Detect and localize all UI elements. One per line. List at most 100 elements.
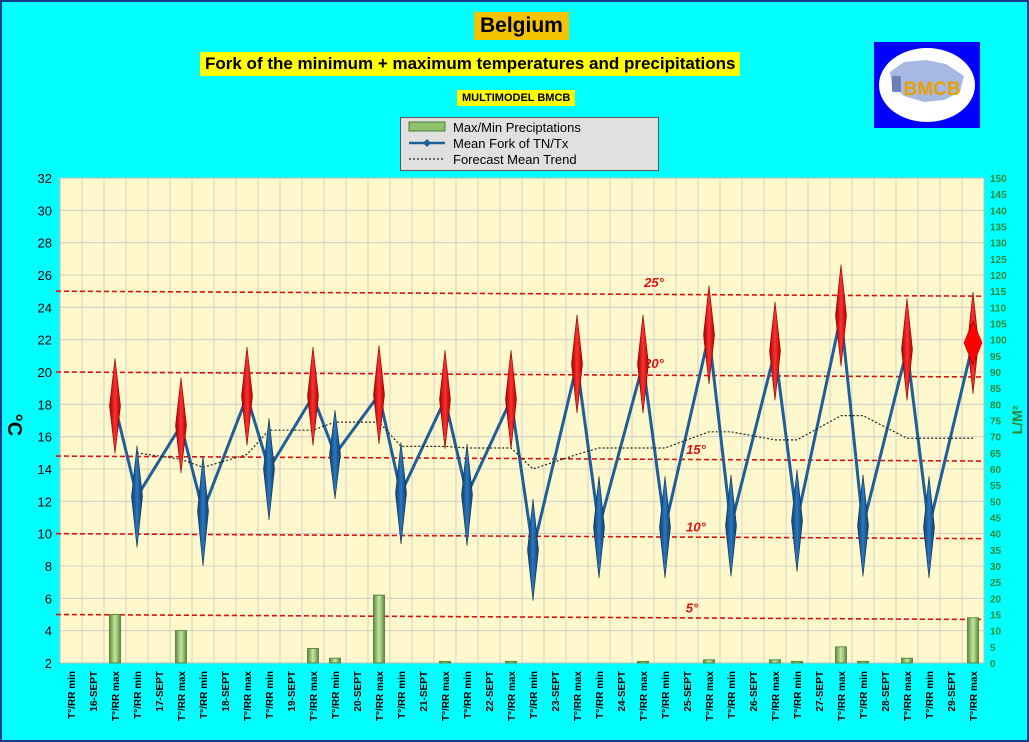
y-tick-label: 30 bbox=[38, 203, 52, 218]
y2-tick-label: 10 bbox=[990, 627, 1002, 638]
x-tick-label: 23-SEPT bbox=[551, 671, 562, 712]
x-tick-label: T°/RR max bbox=[639, 671, 650, 722]
precip-bar bbox=[703, 659, 715, 664]
threshold-line bbox=[55, 532, 985, 540]
precip-bar bbox=[967, 617, 979, 664]
y-tick-label: 20 bbox=[38, 365, 52, 380]
threshold-label: 15° bbox=[686, 442, 706, 457]
legend-label: Max/Min Preciptations bbox=[453, 119, 581, 135]
max-temp-marker bbox=[901, 298, 913, 401]
y2-tick-label: 45 bbox=[990, 514, 1002, 525]
max-temp-marker bbox=[571, 314, 583, 414]
y2-tick-label: 145 bbox=[990, 190, 1007, 201]
x-tick-label: 19-SEPT bbox=[287, 671, 298, 712]
max-temp-marker bbox=[373, 345, 385, 444]
y2-tick-label: 60 bbox=[990, 465, 1002, 476]
y-axis-label: °C bbox=[3, 414, 25, 436]
precip-bar bbox=[307, 648, 319, 664]
y2-tick-label: 20 bbox=[990, 594, 1002, 605]
y2-tick-label: 65 bbox=[990, 449, 1002, 460]
y2-tick-label: 140 bbox=[990, 206, 1007, 217]
precip-bar bbox=[791, 660, 803, 664]
y2-tick-label: 25 bbox=[990, 578, 1002, 589]
forecast-trend-line bbox=[136, 415, 973, 470]
x-tick-label: T°/RR min bbox=[727, 671, 738, 719]
y-tick-label: 10 bbox=[38, 527, 52, 542]
x-tick-label: 28-SEPT bbox=[881, 671, 892, 712]
y2-tick-label: 135 bbox=[990, 223, 1007, 234]
x-tick-label: T°/RR max bbox=[309, 671, 320, 722]
min-temp-marker bbox=[725, 474, 737, 577]
max-temp-marker bbox=[307, 346, 319, 446]
x-tick-label: T°/RR max bbox=[177, 671, 188, 722]
precip-bar bbox=[175, 630, 187, 664]
precip-bar bbox=[901, 657, 913, 664]
legend-item-precip: Max/Min Preciptations bbox=[407, 119, 581, 135]
x-tick-label: T°/RR min bbox=[133, 671, 144, 719]
precip-bar bbox=[857, 660, 869, 664]
y2-tick-label: 110 bbox=[990, 303, 1007, 314]
max-temp-marker bbox=[439, 350, 451, 449]
threshold-label: 25° bbox=[643, 275, 664, 290]
max-temp-marker bbox=[241, 346, 253, 446]
x-tick-label: T°/RR min bbox=[859, 671, 870, 719]
min-temp-marker bbox=[461, 443, 473, 546]
x-tick-label: T°/RR max bbox=[771, 671, 782, 722]
precip-bar bbox=[109, 614, 121, 664]
y2-axis-label: L/M² bbox=[1009, 405, 1025, 434]
threshold-line bbox=[55, 613, 985, 621]
max-temp-marker bbox=[637, 314, 649, 414]
max-temp-marker bbox=[835, 264, 847, 367]
y2-tick-label: 50 bbox=[990, 497, 1002, 508]
x-tick-label: T°/RR max bbox=[969, 671, 980, 722]
x-tick-label: T°/RR max bbox=[375, 671, 386, 722]
max-temp-marker bbox=[505, 350, 517, 449]
y-tick-label: 8 bbox=[45, 559, 52, 574]
precip-bar bbox=[637, 660, 649, 664]
legend-label: Mean Fork of TN/Tx bbox=[453, 135, 569, 151]
y2-tick-label: 75 bbox=[990, 417, 1002, 428]
y2-tick-label: 120 bbox=[990, 271, 1007, 282]
min-temp-marker bbox=[329, 409, 341, 499]
x-tick-label: 16-SEPT bbox=[89, 671, 100, 712]
y2-tick-label: 105 bbox=[990, 320, 1007, 331]
precip-bar bbox=[329, 657, 341, 664]
precip-bar bbox=[769, 659, 781, 664]
y2-tick-label: 55 bbox=[990, 481, 1002, 492]
min-temp-marker bbox=[857, 474, 869, 577]
bmcb-logo: BMCB bbox=[874, 42, 980, 128]
model-label: MULTIMODEL BMCB bbox=[457, 90, 576, 106]
x-tick-label: T°/RR min bbox=[793, 671, 804, 719]
y2-tick-label: 150 bbox=[990, 174, 1007, 185]
min-temp-marker bbox=[791, 469, 803, 572]
x-tick-label: 24-SEPT bbox=[617, 671, 628, 712]
y2-tick-label: 90 bbox=[990, 368, 1002, 379]
y2-tick-label: 15 bbox=[990, 611, 1002, 622]
legend-label: Forecast Mean Trend bbox=[453, 151, 577, 167]
y-tick-label: 26 bbox=[38, 268, 52, 283]
y-tick-label: 6 bbox=[45, 591, 52, 606]
max-temp-marker bbox=[769, 301, 781, 401]
y2-tick-label: 30 bbox=[990, 562, 1002, 573]
x-tick-label: T°/RR max bbox=[705, 671, 716, 722]
legend-dotted-swatch bbox=[409, 158, 445, 160]
last-max-marker bbox=[963, 320, 983, 366]
x-tick-label: 26-SEPT bbox=[749, 671, 760, 712]
x-tick-label: 21-SEPT bbox=[419, 671, 430, 712]
y-tick-label: 4 bbox=[45, 624, 52, 639]
min-temp-marker bbox=[395, 442, 407, 545]
x-tick-label: 25-SEPT bbox=[683, 671, 694, 712]
x-tick-label: T°/RR min bbox=[529, 671, 540, 719]
x-tick-label: T°/RR min bbox=[595, 671, 606, 719]
legend-item-trend: Forecast Mean Trend bbox=[407, 151, 577, 167]
y2-tick-label: 95 bbox=[990, 352, 1002, 363]
x-tick-label: T°/RR min bbox=[397, 671, 408, 719]
x-tick-label: T°/RR max bbox=[441, 671, 452, 722]
precip-bar bbox=[373, 594, 385, 664]
threshold-line bbox=[55, 290, 985, 297]
x-tick-label: T°/RR max bbox=[837, 671, 848, 722]
x-tick-label: 22-SEPT bbox=[485, 671, 496, 712]
min-temp-marker bbox=[923, 476, 935, 579]
logo-text: BMCB bbox=[904, 79, 961, 100]
